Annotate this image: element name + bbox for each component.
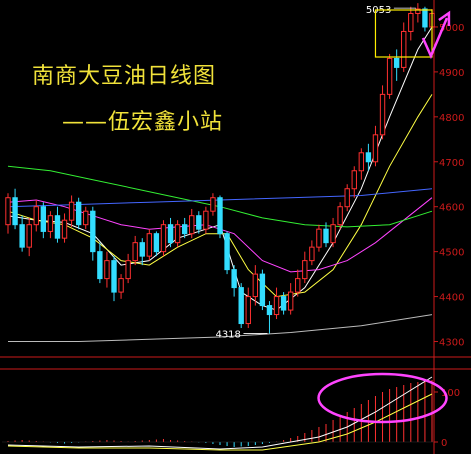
candle-up	[309, 246, 315, 262]
candle-down	[365, 152, 372, 163]
candle-up	[132, 242, 138, 262]
trend-arrow-head-icon	[438, 10, 451, 26]
candle-up	[118, 278, 124, 293]
candle-up	[47, 215, 54, 232]
candle-up	[125, 260, 131, 280]
peak-highlight-box	[374, 9, 433, 58]
candle-down	[54, 215, 61, 239]
candle-down	[12, 197, 18, 226]
price-tick-label: 4300	[439, 338, 464, 349]
candle-up	[252, 273, 259, 298]
candle-up	[351, 170, 357, 190]
osc-tick-label: 100	[441, 388, 460, 399]
candle-down	[231, 269, 237, 289]
candle-down	[111, 260, 117, 293]
price-tick-label: 4400	[439, 293, 464, 304]
price-tick-label: 4500	[439, 248, 464, 259]
candle-down	[238, 287, 244, 325]
candle-up	[415, 8, 421, 14]
candle-down	[259, 273, 266, 307]
candle-up	[379, 93, 386, 136]
candle-down	[75, 201, 82, 226]
candle-up	[189, 215, 195, 235]
candle-up	[104, 260, 110, 280]
osc-line-yellow	[7, 393, 433, 451]
ma-line-gray	[8, 314, 433, 342]
candle-up	[174, 224, 181, 244]
price-tick-label: 4600	[439, 203, 464, 214]
candle-up	[210, 197, 216, 212]
candle-down	[90, 210, 96, 253]
candle-down	[422, 8, 428, 28]
candle-up	[337, 206, 343, 226]
price-tick-label: 4900	[439, 68, 464, 79]
candle-up	[386, 57, 393, 95]
candle-up	[61, 219, 68, 239]
candle-up	[273, 296, 280, 316]
candle-down	[393, 57, 400, 68]
chart-subtitle: ——伍宏鑫小站	[62, 110, 224, 135]
chart-title: 南商大豆油日线图	[32, 64, 217, 89]
candle-down	[280, 296, 287, 311]
candle-up	[5, 197, 11, 226]
candle-down	[153, 233, 160, 253]
candle-up	[203, 210, 209, 230]
candle-up	[295, 278, 301, 293]
candle-up	[146, 233, 153, 257]
low-price-label: 4318	[215, 329, 240, 340]
candle-down	[266, 305, 273, 316]
candle-up	[408, 12, 414, 32]
candle-down	[40, 206, 47, 232]
candle-down	[97, 251, 103, 280]
oscillator-highlight-ellipse	[317, 372, 448, 424]
candle-down	[19, 224, 25, 248]
candle-up	[401, 30, 407, 68]
candle-up	[160, 224, 167, 253]
candle-up	[245, 296, 251, 325]
candle-up	[33, 206, 39, 226]
osc-line-white	[7, 376, 433, 450]
price-tick-label: 5000	[439, 23, 464, 34]
candle-down	[181, 224, 188, 235]
candle-down	[196, 215, 202, 230]
candle-up	[358, 152, 365, 172]
osc-tick-label: 0	[441, 438, 447, 449]
high-price-label: 5053	[366, 5, 391, 16]
price-tick-label: 4800	[439, 113, 464, 124]
ma-line-white	[7, 26, 433, 311]
candle-down	[217, 197, 223, 235]
candle-down	[224, 233, 230, 271]
candle-up	[26, 224, 32, 248]
price-tick-label: 4700	[439, 158, 464, 169]
candle-up	[316, 228, 322, 248]
candle-up	[302, 260, 308, 280]
candle-down	[139, 242, 145, 257]
candle-up	[287, 291, 294, 311]
candle-up	[330, 224, 336, 244]
candle-up	[372, 134, 379, 163]
candle-down	[323, 228, 329, 244]
candle-down	[167, 224, 174, 244]
candle-up	[68, 201, 75, 221]
trend-arrow-icon	[421, 17, 449, 60]
candle-up	[344, 188, 350, 208]
candle-up	[83, 210, 89, 226]
